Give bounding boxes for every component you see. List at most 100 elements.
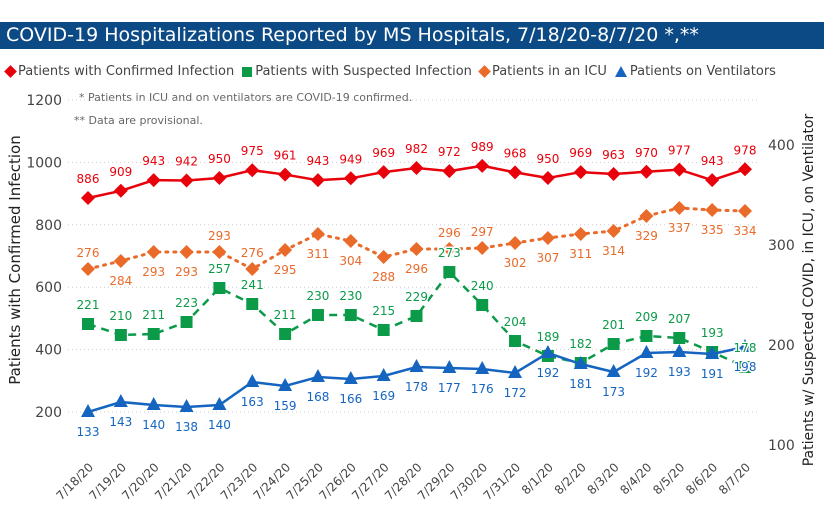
data-point: [212, 245, 227, 259]
data-label: 240: [471, 279, 494, 293]
data-label: 229: [405, 290, 428, 304]
x-tick-label: 8/3/20: [585, 460, 622, 497]
data-point: [81, 190, 95, 205]
data-label: 886: [77, 172, 100, 186]
data-label: 168: [306, 390, 329, 404]
data-point: [212, 397, 227, 410]
data-label: 304: [339, 254, 362, 268]
data-point: [508, 365, 523, 378]
data-label: 223: [175, 296, 198, 310]
data-point: [82, 318, 94, 330]
data-point: [376, 250, 391, 264]
data-point: [278, 167, 293, 182]
data-label: 163: [241, 395, 264, 409]
data-point: [739, 361, 751, 373]
data-label: 288: [372, 270, 395, 284]
data-label: 177: [438, 381, 461, 395]
data-label: 201: [602, 318, 625, 332]
data-label: 961: [274, 149, 297, 163]
data-point: [81, 262, 95, 276]
y-axis-label: Patients with Confirmed Infection: [6, 135, 24, 384]
data-point: [672, 162, 687, 177]
data-label: 207: [668, 312, 691, 326]
data-label: 159: [274, 399, 297, 413]
y-tick-label: 1000: [26, 155, 62, 171]
data-point: [442, 242, 457, 256]
data-label: 969: [372, 146, 395, 160]
legend-item[interactable]: Patients with Suspected Infection: [242, 64, 472, 79]
data-point: [114, 329, 127, 341]
data-point: [705, 203, 720, 217]
data-label: 193: [701, 326, 724, 340]
data-point: [113, 394, 128, 407]
data-point: [443, 266, 456, 278]
data-label: 230: [339, 289, 362, 303]
data-label: 211: [142, 308, 165, 322]
data-label: 173: [602, 385, 625, 399]
data-point: [146, 245, 161, 259]
data-point: [540, 231, 555, 245]
data-point: [81, 404, 95, 417]
legend-label: Patients on Ventilators: [629, 64, 776, 79]
data-point: [113, 183, 128, 198]
data-point: [475, 158, 490, 173]
data-label: 297: [471, 225, 494, 239]
legend-label: Patients with Confirmed Infection: [18, 64, 235, 79]
chart-title: COVID-19 Hospitalizations Reported by MS…: [0, 22, 824, 49]
data-point: [113, 254, 128, 268]
y-tick-label: 400: [35, 343, 62, 359]
data-point: [607, 338, 620, 350]
data-point: [672, 201, 687, 215]
x-tick-label: 8/2/20: [552, 460, 589, 497]
data-label: 982: [405, 142, 428, 156]
data-point: [639, 345, 654, 358]
data-label: 178: [405, 380, 428, 394]
data-label: 198: [734, 360, 757, 374]
data-label: 302: [504, 256, 527, 270]
data-point: [409, 242, 424, 256]
data-point: [179, 173, 194, 188]
data-label: 942: [175, 154, 198, 168]
data-label: 293: [208, 229, 231, 243]
data-point: [245, 374, 260, 387]
data-point: [738, 162, 752, 177]
data-point: [475, 241, 490, 255]
data-label: 192: [635, 366, 658, 380]
y2-tick-label: 300: [768, 238, 795, 254]
data-label: 140: [208, 418, 231, 432]
data-point: [540, 171, 555, 185]
data-label: 211: [274, 308, 297, 322]
legend-item[interactable]: Patients on Ventilators: [614, 64, 776, 79]
data-point: [673, 332, 686, 344]
square-icon: [242, 66, 253, 77]
data-point: [640, 330, 653, 342]
data-point: [475, 361, 490, 374]
data-point: [377, 324, 390, 336]
data-label: 949: [339, 152, 362, 166]
x-tick-label: 8/5/20: [650, 460, 687, 497]
data-point: [310, 227, 325, 241]
data-label: 284: [109, 274, 132, 288]
series-line: [87, 270, 746, 369]
y-tick-label: 200: [35, 405, 62, 421]
data-point: [310, 369, 325, 382]
data-label: 172: [504, 386, 527, 400]
data-label: 975: [241, 144, 264, 158]
data-label: 950: [536, 152, 559, 166]
legend-item[interactable]: Patients with Confirmed Infection: [4, 64, 235, 79]
legend-item[interactable]: Patients in an ICU: [478, 64, 607, 79]
data-point: [179, 245, 194, 259]
data-label: 166: [339, 392, 362, 406]
data-label: 311: [306, 247, 329, 261]
data-point: [639, 209, 654, 223]
y2-axis-label: Patients w/ Suspected COVID, in ICU, on …: [801, 113, 817, 466]
data-point: [738, 339, 752, 352]
data-label: 133: [77, 425, 100, 439]
x-tick-label: 8/4/20: [617, 460, 654, 497]
data-point: [343, 371, 358, 384]
data-point: [705, 173, 720, 188]
data-point: [573, 165, 588, 180]
data-label: 204: [504, 315, 527, 329]
x-tick-label: 8/6/20: [683, 460, 720, 497]
